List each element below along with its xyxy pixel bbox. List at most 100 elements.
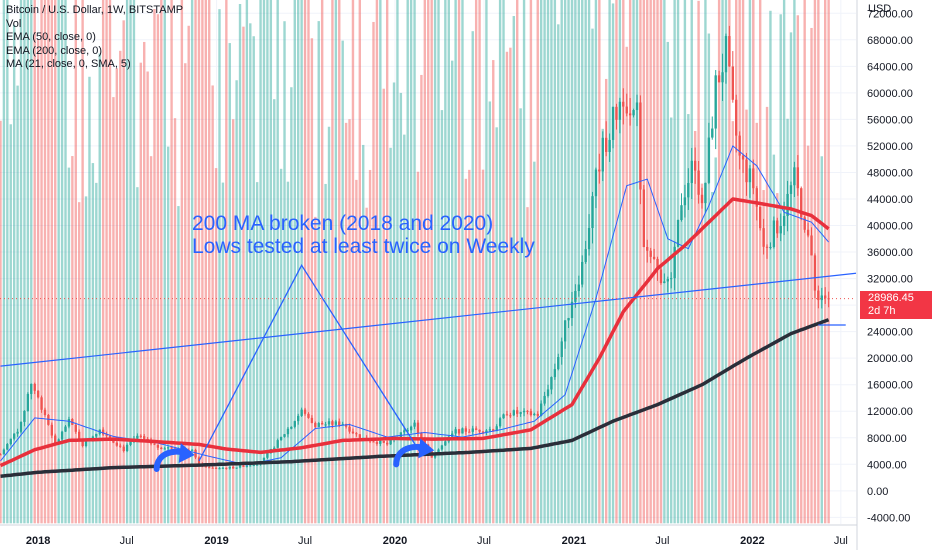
volume-bar	[57, 0, 60, 524]
candle-body	[379, 440, 382, 444]
candle-body	[228, 466, 231, 469]
volume-bar	[170, 0, 173, 524]
legend-ema50[interactable]: EMA (50, close, 0)	[6, 31, 96, 43]
candle-body	[307, 413, 310, 418]
candle-body	[60, 431, 64, 440]
candle-body	[796, 167, 800, 189]
volume-bar	[67, 167, 71, 524]
candle-body	[341, 424, 344, 426]
volume-bar	[772, 154, 776, 524]
volume-bar	[146, 71, 149, 524]
candle-body	[262, 457, 266, 464]
candle-body	[526, 410, 529, 412]
candle-body	[324, 424, 327, 426]
volume-bar	[800, 196, 803, 524]
candle-body	[529, 411, 533, 416]
legend-vol[interactable]: Vol	[6, 17, 22, 30]
volume-bar	[533, 161, 536, 524]
candle-body	[122, 446, 125, 452]
ema50-line	[0, 197, 830, 468]
legend-ma21[interactable]: MA (21, close, 0, SMA, 5)	[6, 58, 131, 70]
candle-body	[505, 414, 509, 416]
candle-body	[704, 182, 707, 204]
symbol-title[interactable]: Bitcoin / U.S. Dollar, 1W, BITSTAMP	[6, 4, 184, 16]
x-tick-label: Jul	[477, 535, 491, 547]
candle-body	[632, 110, 635, 116]
y-tick-label: 52000.00	[867, 141, 913, 153]
y-tick-label: 44000.00	[867, 194, 913, 206]
volume-bar	[303, 0, 307, 524]
volume-bar	[0, 120, 2, 524]
candle-body	[143, 436, 146, 439]
volume-bar	[806, 145, 810, 524]
candle-body	[693, 160, 697, 171]
candle-body	[454, 429, 457, 434]
volume-bar	[6, 0, 9, 524]
volume-bar	[522, 0, 526, 524]
volume-bar	[502, 0, 505, 524]
volume-bar	[358, 0, 362, 524]
volume-bar	[447, 0, 450, 524]
candle-body	[567, 318, 570, 321]
volume-bar	[327, 126, 331, 524]
candle-body	[810, 235, 813, 256]
volume-bar	[444, 0, 447, 524]
candle-body	[327, 421, 331, 425]
volume-bar	[190, 0, 194, 524]
candle-body	[615, 106, 618, 120]
volume-bar	[485, 0, 488, 524]
candle-body	[676, 220, 680, 247]
candle-body	[64, 426, 67, 432]
volume-bar	[300, 0, 303, 524]
volume-bar	[625, 46, 628, 524]
candle-body	[50, 424, 54, 436]
volume-bar	[567, 0, 570, 524]
candle-body	[16, 431, 19, 434]
volume-bar	[132, 0, 136, 524]
candle-body	[43, 409, 47, 415]
candle-body	[221, 467, 225, 469]
volume-bar	[512, 16, 515, 524]
candle-body	[170, 447, 173, 449]
candle-body	[399, 432, 403, 438]
volume-bar	[153, 8, 156, 524]
candle-body	[803, 217, 806, 230]
candle-body	[690, 160, 693, 184]
volume-bar	[574, 0, 577, 524]
legend-ema200[interactable]: EMA (200, close, 0)	[6, 44, 102, 57]
volume-bar	[420, 74, 423, 524]
candle-body	[242, 465, 245, 467]
candle-body	[594, 169, 598, 197]
volume-bar	[235, 80, 238, 524]
volume-bar	[173, 118, 177, 524]
candle-body	[348, 426, 351, 432]
volume-bar	[676, 0, 680, 524]
candle-body	[769, 247, 772, 249]
y-tick-label: 16000.00	[867, 380, 913, 392]
x-tick-label: Jul	[655, 535, 669, 547]
y-tick-label: 56000.00	[867, 114, 913, 126]
candle-body	[752, 168, 755, 189]
candle-body	[707, 137, 711, 183]
volume-bar	[728, 0, 731, 524]
candle-body	[461, 428, 464, 434]
volume-bar	[471, 31, 474, 524]
candle-body	[628, 113, 632, 116]
candle-body	[485, 430, 488, 433]
volume-bar	[717, 0, 721, 524]
candle-body	[639, 102, 642, 190]
candle-body	[423, 437, 427, 445]
grid	[0, 0, 856, 524]
candle-body	[478, 429, 481, 432]
drawings	[0, 264, 857, 473]
volume-bar	[160, 0, 163, 524]
candle-body	[338, 421, 341, 426]
volume-bar	[553, 0, 557, 524]
volume-bar	[461, 0, 464, 524]
candle-body	[84, 439, 88, 447]
volume-bar	[724, 0, 728, 524]
chart-annotation[interactable]: 200 MA broken (2018 and 2020) Lows teste…	[192, 212, 535, 258]
candle-body	[539, 403, 543, 416]
